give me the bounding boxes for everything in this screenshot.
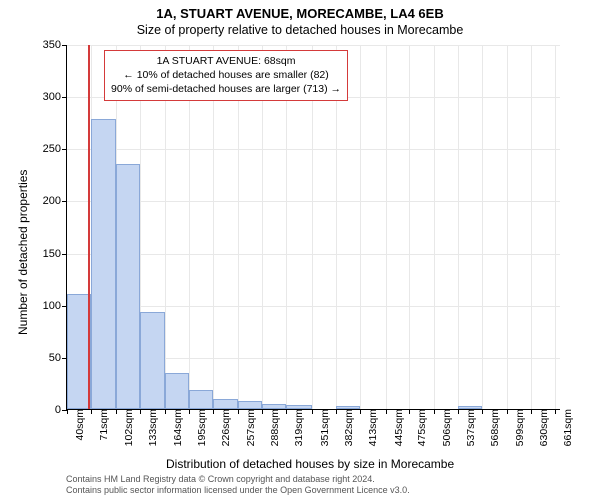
x-tick-mark	[67, 409, 68, 414]
chart-container: 1A, STUART AVENUE, MORECAMBE, LA4 6EB Si…	[0, 0, 600, 500]
annotation-line: 90% of semi-detached houses are larger (…	[111, 82, 341, 96]
histogram-bar	[91, 119, 115, 409]
gridline-v	[434, 45, 435, 409]
x-tick-mark	[116, 409, 117, 414]
y-tick-mark	[62, 149, 67, 150]
histogram-bar	[189, 390, 213, 409]
x-tick-label: 568sqm	[487, 409, 501, 446]
annotation-box: 1A STUART AVENUE: 68sqm← 10% of detached…	[104, 50, 348, 101]
x-tick-label: 40sqm	[72, 409, 86, 441]
gridline-v	[409, 45, 410, 409]
x-tick-label: 226sqm	[218, 409, 232, 446]
y-tick-mark	[62, 97, 67, 98]
x-tick-mark	[238, 409, 239, 414]
histogram-bar	[140, 312, 164, 409]
x-tick-mark	[482, 409, 483, 414]
gridline-v	[386, 45, 387, 409]
x-tick-mark	[165, 409, 166, 414]
x-tick-label: 413sqm	[365, 409, 379, 446]
histogram-bar	[116, 164, 140, 409]
x-tick-mark	[91, 409, 92, 414]
x-tick-mark	[507, 409, 508, 414]
histogram-bar	[238, 401, 262, 409]
x-tick-label: 257sqm	[243, 409, 257, 446]
x-tick-label: 475sqm	[414, 409, 428, 446]
x-tick-mark	[555, 409, 556, 414]
annotation-line: 1A STUART AVENUE: 68sqm	[111, 54, 341, 68]
footer-line-2: Contains public sector information licen…	[66, 485, 410, 496]
histogram-bar	[262, 404, 286, 409]
x-tick-label: 599sqm	[512, 409, 526, 446]
gridline-v	[458, 45, 459, 409]
y-axis-label: Number of detached properties	[16, 170, 30, 335]
gridline-v	[555, 45, 556, 409]
x-tick-label: 661sqm	[560, 409, 574, 446]
page-subtitle: Size of property relative to detached ho…	[0, 21, 600, 37]
x-tick-mark	[312, 409, 313, 414]
histogram-bar	[458, 406, 482, 409]
marker-line	[88, 45, 90, 409]
x-tick-label: 133sqm	[145, 409, 159, 446]
x-tick-label: 382sqm	[341, 409, 355, 446]
x-tick-mark	[434, 409, 435, 414]
gridline-v	[531, 45, 532, 409]
x-tick-mark	[409, 409, 410, 414]
x-tick-mark	[531, 409, 532, 414]
page-title: 1A, STUART AVENUE, MORECAMBE, LA4 6EB	[0, 0, 600, 21]
x-tick-label: 537sqm	[463, 409, 477, 446]
y-tick-mark	[62, 201, 67, 202]
x-tick-label: 71sqm	[96, 409, 110, 441]
x-tick-mark	[458, 409, 459, 414]
x-tick-label: 102sqm	[121, 409, 135, 446]
x-axis-label: Distribution of detached houses by size …	[166, 457, 454, 471]
histogram-bar	[336, 406, 360, 409]
x-tick-mark	[336, 409, 337, 414]
x-tick-mark	[213, 409, 214, 414]
plot-area: 05010015020025030035040sqm71sqm102sqm133…	[66, 45, 560, 410]
x-tick-mark	[386, 409, 387, 414]
annotation-line: ← 10% of detached houses are smaller (82…	[111, 68, 341, 82]
x-tick-label: 319sqm	[291, 409, 305, 446]
x-tick-label: 195sqm	[194, 409, 208, 446]
x-tick-label: 351sqm	[317, 409, 331, 446]
x-tick-label: 164sqm	[170, 409, 184, 446]
footer: Contains HM Land Registry data © Crown c…	[66, 474, 410, 497]
x-tick-mark	[360, 409, 361, 414]
histogram-bar	[213, 399, 237, 409]
y-tick-mark	[62, 45, 67, 46]
gridline-v	[360, 45, 361, 409]
footer-line-1: Contains HM Land Registry data © Crown c…	[66, 474, 410, 485]
x-tick-mark	[262, 409, 263, 414]
y-tick-mark	[62, 254, 67, 255]
x-tick-mark	[140, 409, 141, 414]
histogram-bar	[165, 373, 189, 410]
x-tick-label: 506sqm	[439, 409, 453, 446]
x-tick-label: 445sqm	[391, 409, 405, 446]
gridline-v	[507, 45, 508, 409]
gridline-v	[482, 45, 483, 409]
x-tick-label: 630sqm	[536, 409, 550, 446]
histogram-bar	[286, 405, 311, 409]
x-tick-mark	[286, 409, 287, 414]
x-tick-mark	[189, 409, 190, 414]
plot-wrap: Number of detached properties Distributi…	[66, 45, 560, 410]
x-tick-label: 288sqm	[267, 409, 281, 446]
